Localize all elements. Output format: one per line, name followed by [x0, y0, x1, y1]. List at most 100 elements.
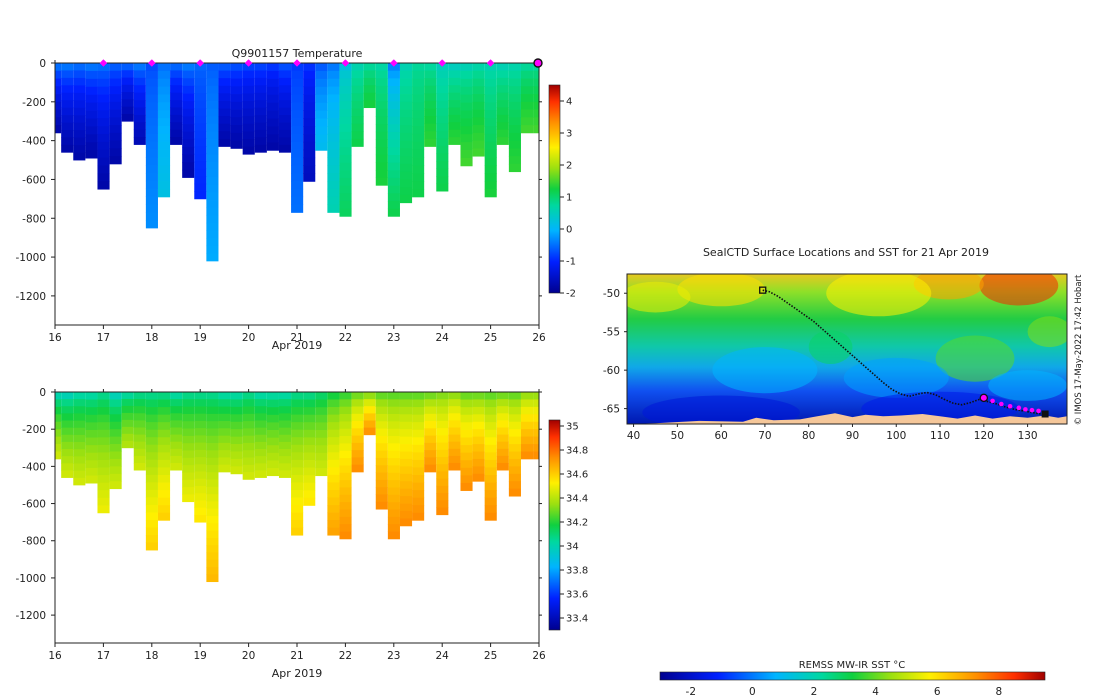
temperature-cell — [436, 130, 449, 139]
temperature-cell — [73, 107, 86, 116]
salinity-cell — [206, 450, 219, 459]
salinity-cell — [133, 441, 146, 450]
temperature-cell — [254, 85, 267, 94]
temperature-cell — [218, 131, 231, 140]
map-lon-tick-label: 120 — [974, 430, 994, 442]
map-lat-tick-label: -65 — [603, 404, 620, 416]
temperature-cell — [230, 94, 243, 103]
temperature-cell — [339, 200, 352, 210]
temperature-cell — [278, 70, 292, 79]
salinity-cell — [303, 460, 316, 469]
salinity-cell — [327, 392, 340, 400]
temperature-x-tick-label: 23 — [387, 332, 400, 344]
salinity-cell — [460, 414, 473, 423]
salinity-cell — [315, 430, 328, 439]
salinity-cell — [303, 475, 316, 484]
temperature-cell — [278, 100, 292, 109]
salinity-cell — [484, 414, 497, 423]
temperature-cell — [157, 181, 171, 190]
salinity-cell — [194, 493, 207, 501]
temperature-cell — [472, 86, 485, 95]
salinity-cell — [508, 451, 521, 460]
salinity-cell — [121, 405, 134, 414]
temperature-cell — [375, 139, 388, 148]
temperature-cell — [496, 63, 509, 71]
salinity-cell — [230, 414, 243, 423]
salinity-cell — [315, 407, 328, 416]
temperature-colorbar-tick-label: 0 — [566, 225, 572, 236]
salinity-cell — [145, 459, 158, 468]
salinity-cell — [291, 392, 304, 400]
temperature-cell — [399, 117, 413, 126]
salinity-cell — [412, 437, 425, 446]
map-lon-tick-label: 90 — [846, 430, 859, 442]
temperature-cell — [520, 63, 534, 72]
temperature-x-tick-label: 17 — [97, 332, 110, 344]
temperature-cell — [230, 78, 243, 87]
temperature-cell — [85, 134, 98, 143]
temperature-cell — [533, 101, 539, 110]
temperature-cell — [254, 92, 267, 101]
salinity-cell — [73, 477, 86, 486]
salinity-cell — [206, 406, 219, 415]
temperature-cell — [375, 108, 388, 117]
map-lon-tick-label: 110 — [930, 430, 950, 442]
temperature-cell — [206, 215, 219, 224]
salinity-cell — [266, 445, 279, 454]
temperature-cell — [170, 137, 183, 145]
temperature-cell — [230, 132, 243, 142]
salinity-cell — [339, 414, 352, 422]
temperature-cell — [266, 142, 279, 151]
sst-colorbar-tick-label: 2 — [811, 686, 818, 698]
salinity-cell — [157, 399, 171, 408]
salinity-x-tick-label: 23 — [387, 650, 400, 662]
sst-colorbar-ticks: -2 0 2 4 6 8 — [686, 686, 1003, 698]
salinity-cell — [145, 512, 158, 521]
salinity-cell — [266, 422, 279, 431]
temperature-cell — [351, 123, 364, 132]
salinity-cell — [194, 449, 207, 458]
salinity-cell — [266, 468, 279, 477]
salinity-cell — [484, 444, 497, 453]
temperature-cell — [194, 85, 207, 94]
surface-marker — [293, 59, 301, 67]
salinity-cell — [399, 451, 413, 460]
salinity-cell — [436, 493, 449, 501]
temperature-cell — [85, 86, 98, 96]
salinity-cell — [242, 435, 255, 444]
temperature-cell — [242, 78, 255, 87]
salinity-cell — [278, 449, 292, 457]
temperature-cell — [375, 101, 388, 110]
temperature-cell — [85, 150, 98, 159]
salinity-cell — [109, 458, 122, 467]
salinity-cell — [375, 392, 388, 400]
temperature-cell — [375, 154, 388, 163]
salinity-cell — [194, 428, 207, 436]
temperature-cell — [73, 77, 86, 86]
salinity-cell — [351, 442, 364, 451]
temperature-cell — [157, 70, 171, 80]
salinity-cell — [460, 437, 473, 446]
salinity-cell — [327, 474, 340, 483]
salinity-cell — [387, 450, 400, 459]
salinity-cell — [206, 574, 219, 583]
sst-map-panel: SealCTD Surface Locations and SST for 21… — [603, 246, 1084, 698]
salinity-cell — [145, 414, 158, 423]
salinity-cell — [170, 448, 183, 457]
salinity-cell — [291, 429, 304, 438]
temperature-cell — [85, 126, 98, 135]
temperature-cell — [145, 180, 158, 190]
salinity-colorbar — [548, 419, 561, 631]
temperature-cell — [218, 78, 231, 87]
salinity-cell — [254, 420, 267, 429]
temperature-cell — [436, 123, 449, 132]
salinity-cell — [339, 480, 352, 488]
temperature-cell — [182, 63, 195, 72]
salinity-cell — [508, 473, 521, 482]
temperature-cell — [448, 137, 461, 145]
temperature-cell — [339, 193, 352, 202]
temperature-cell — [460, 126, 473, 135]
temperature-cell — [484, 70, 497, 80]
salinity-cell — [242, 392, 255, 400]
temperature-cell — [436, 183, 449, 192]
